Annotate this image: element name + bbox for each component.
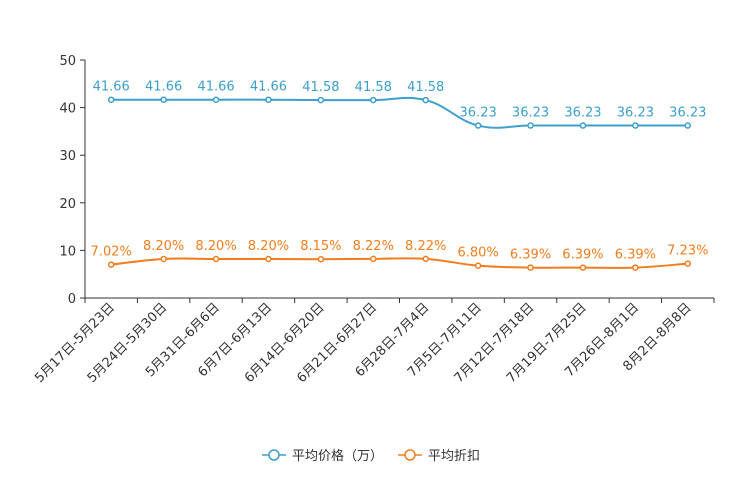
legend-marker-icon xyxy=(404,449,416,461)
data-point[interactable] xyxy=(684,260,692,267)
data-point[interactable] xyxy=(422,255,429,263)
data-label: 41.66 xyxy=(145,80,182,95)
data-point[interactable] xyxy=(317,255,325,263)
data-point[interactable] xyxy=(265,255,272,263)
data-label: 41.66 xyxy=(250,80,287,95)
data-label: 7.23% xyxy=(667,244,708,259)
legend-label: 平均折扣 xyxy=(428,449,480,464)
data-point[interactable] xyxy=(579,122,587,129)
data-point[interactable] xyxy=(527,264,534,271)
legend-marker-icon xyxy=(268,449,280,461)
data-point[interactable] xyxy=(422,96,429,104)
y-tick-label: 20 xyxy=(59,197,76,212)
y-tick-label: 0 xyxy=(68,292,76,307)
data-label: 8.20% xyxy=(195,239,236,254)
data-point[interactable] xyxy=(579,264,587,271)
data-point[interactable] xyxy=(107,96,115,103)
data-label: 41.66 xyxy=(93,80,130,95)
series-1: 41.66 41.66 41.66 41.66 41.58 41.58 41.58 36.23… xyxy=(93,80,706,129)
data-label: 8.22% xyxy=(405,239,446,254)
y-ticks: 0 10 20 30 40 50 xyxy=(59,54,85,307)
data-label: 41.58 xyxy=(302,80,339,95)
data-label: 8.15% xyxy=(300,239,341,254)
data-label: 36.23 xyxy=(669,106,706,121)
legend-item-1[interactable]: 平均价格（万） xyxy=(262,448,383,464)
data-point[interactable] xyxy=(474,122,482,129)
y-tick-label: 30 xyxy=(59,149,76,164)
data-point[interactable] xyxy=(107,261,115,268)
data-label: 6.80% xyxy=(457,246,498,261)
y-tick-label: 50 xyxy=(59,54,76,69)
data-point[interactable] xyxy=(632,122,639,129)
series-line xyxy=(111,96,688,129)
series-layer: 41.66 41.66 41.66 41.66 41.58 41.58 41.58 36.23… xyxy=(91,80,708,271)
y-tick-label: 10 xyxy=(59,244,76,259)
legend-item-2[interactable]: 平均折扣 xyxy=(398,449,480,464)
data-point[interactable] xyxy=(160,96,167,103)
data-label: 8.22% xyxy=(353,239,394,254)
data-point[interactable] xyxy=(474,262,482,269)
data-point[interactable] xyxy=(632,264,639,271)
legend-label: 平均价格（万） xyxy=(292,448,383,464)
data-label: 8.20% xyxy=(248,239,289,254)
x-ticks: 5月17日-5月23日5月24日-5月30日5月31日-6月6日6月7日-6月1… xyxy=(32,298,715,386)
data-point[interactable] xyxy=(370,255,377,263)
data-label: 36.23 xyxy=(460,106,497,121)
data-label: 41.66 xyxy=(197,80,234,95)
data-point[interactable] xyxy=(212,255,220,263)
data-label: 41.58 xyxy=(355,80,392,95)
data-label: 8.20% xyxy=(143,239,184,254)
y-tick-label: 40 xyxy=(59,102,76,117)
data-point[interactable] xyxy=(370,96,377,104)
data-label: 6.39% xyxy=(510,248,551,263)
series-2: 7.02% 8.20% 8.20% 8.20% 8.15% 8.22% 8.22% 6.80%… xyxy=(91,239,708,271)
data-label: 6.39% xyxy=(615,248,656,263)
data-label: 7.02% xyxy=(91,245,132,260)
data-point[interactable] xyxy=(265,96,272,103)
legend: 平均价格（万） 平均折扣 xyxy=(262,448,480,464)
data-point[interactable] xyxy=(684,122,692,129)
data-label: 36.23 xyxy=(564,106,601,121)
data-label: 41.58 xyxy=(407,80,444,95)
series-line xyxy=(111,257,688,269)
data-label: 36.23 xyxy=(512,106,549,121)
data-point[interactable] xyxy=(212,96,220,103)
data-label: 6.39% xyxy=(562,248,603,263)
data-point[interactable] xyxy=(317,96,325,104)
data-label: 36.23 xyxy=(617,106,654,121)
data-point[interactable] xyxy=(160,255,167,263)
data-point[interactable] xyxy=(527,122,534,129)
